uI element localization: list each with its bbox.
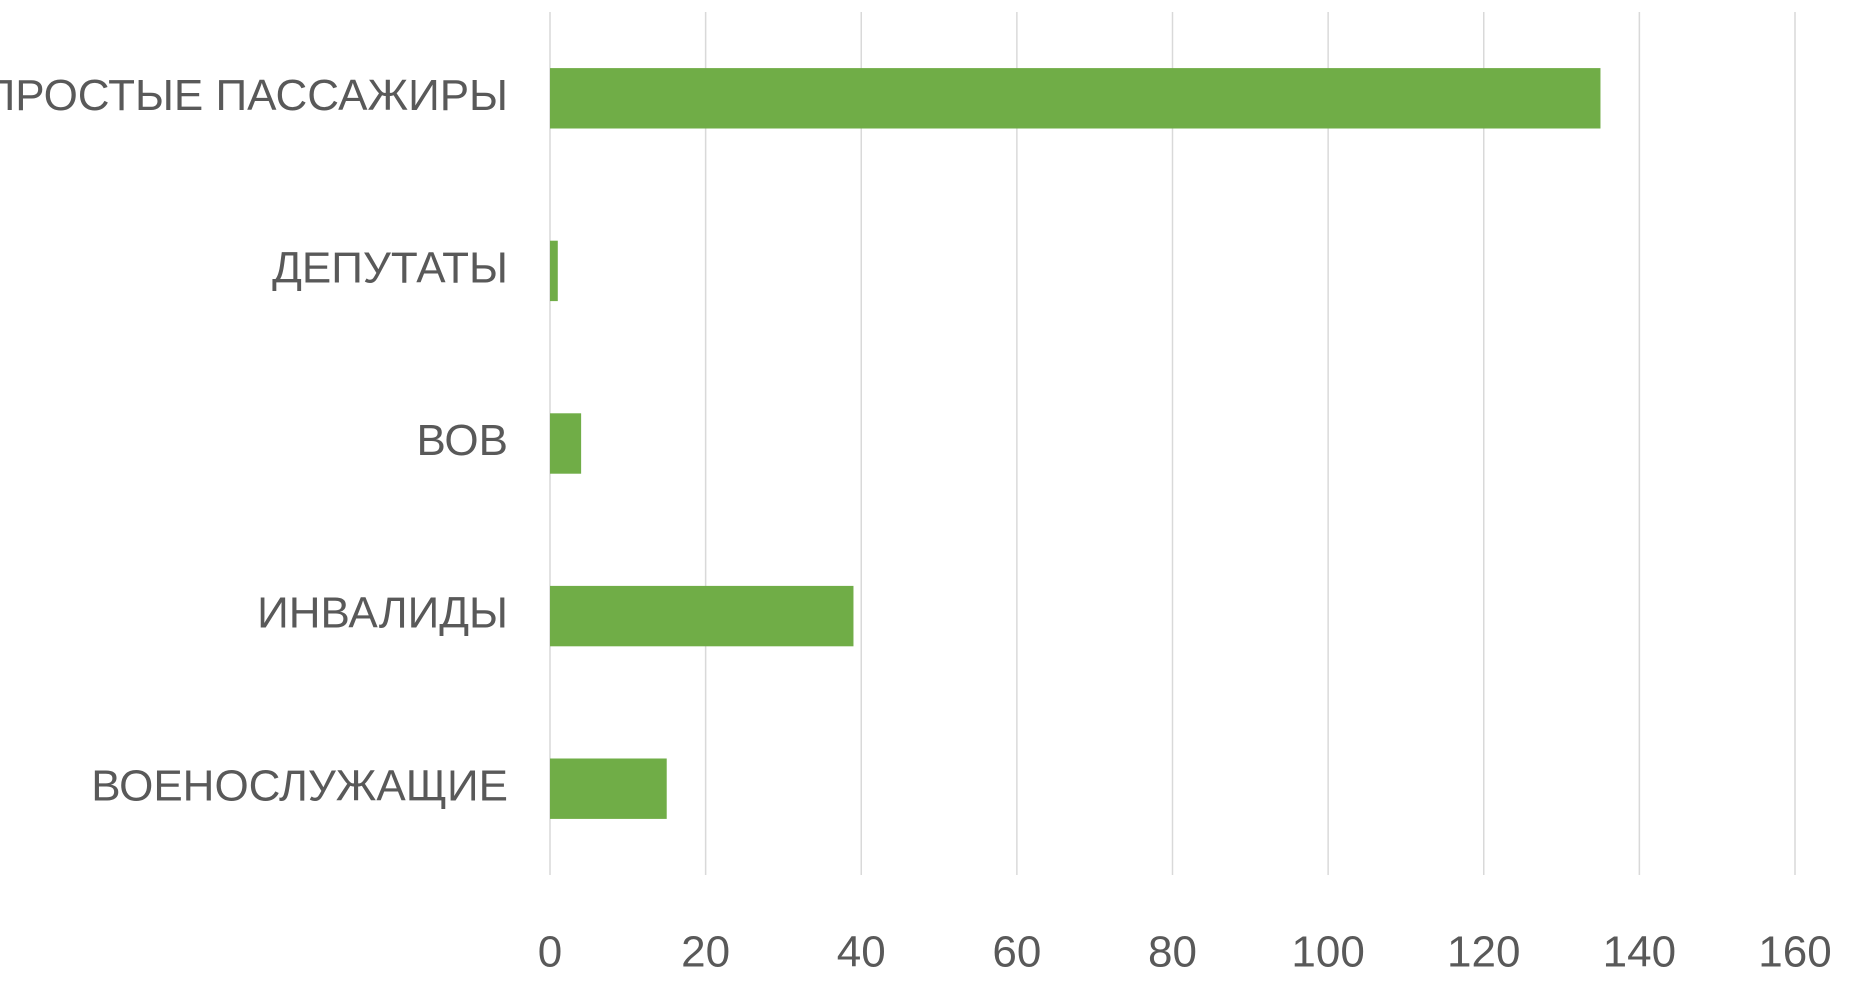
y-tick-label: ИНВАЛИДЫ	[257, 589, 508, 638]
bar	[550, 413, 582, 474]
y-tick-label: ВОВ	[417, 416, 508, 465]
x-tick-label: 20	[681, 928, 730, 977]
x-tick-label: 60	[992, 928, 1041, 977]
bar	[550, 585, 854, 647]
y-tick-label: ВОЕНОСЛУЖАЩИЕ	[91, 761, 508, 810]
y-tick-label: ДЕПУТАТЫ	[272, 244, 508, 293]
bar	[550, 240, 558, 302]
y-tick-label: ПРОСТЫЕ ПАССАЖИРЫ	[0, 71, 508, 120]
bar	[550, 68, 1601, 129]
x-tick-label: 80	[1148, 928, 1197, 977]
x-tick-label: 100	[1291, 928, 1364, 977]
bar	[550, 758, 667, 819]
x-tick-label: 160	[1758, 928, 1831, 977]
x-tick-label: 0	[538, 928, 562, 977]
x-tick-label: 140	[1603, 928, 1676, 977]
x-tick-label: 120	[1447, 928, 1520, 977]
x-tick-label: 40	[837, 928, 886, 977]
